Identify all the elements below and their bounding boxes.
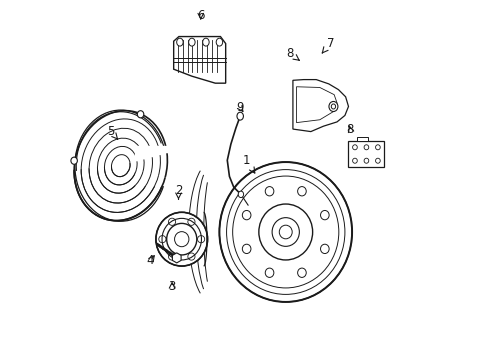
Ellipse shape — [188, 38, 195, 46]
Ellipse shape — [238, 191, 243, 198]
Text: 8: 8 — [286, 47, 299, 60]
Ellipse shape — [75, 110, 166, 221]
Text: 4: 4 — [146, 254, 154, 267]
Ellipse shape — [176, 38, 183, 46]
Polygon shape — [357, 137, 367, 140]
Text: 7: 7 — [322, 36, 334, 53]
Ellipse shape — [219, 162, 351, 302]
Polygon shape — [296, 87, 336, 123]
Text: 6: 6 — [197, 9, 204, 22]
Text: 2: 2 — [174, 184, 182, 199]
Ellipse shape — [71, 157, 77, 164]
Ellipse shape — [237, 112, 243, 120]
Text: 3: 3 — [168, 280, 175, 293]
Ellipse shape — [202, 38, 209, 46]
Polygon shape — [173, 37, 225, 83]
Ellipse shape — [216, 38, 222, 46]
Ellipse shape — [137, 111, 143, 118]
Text: 9: 9 — [236, 101, 244, 114]
Text: 1: 1 — [242, 154, 254, 173]
Ellipse shape — [330, 104, 335, 109]
Polygon shape — [348, 140, 384, 167]
Text: 5: 5 — [107, 125, 118, 139]
Polygon shape — [172, 253, 181, 263]
Text: 8: 8 — [346, 122, 353, 136]
Ellipse shape — [328, 102, 337, 112]
Ellipse shape — [156, 212, 207, 266]
Polygon shape — [292, 80, 348, 132]
Polygon shape — [134, 146, 173, 185]
